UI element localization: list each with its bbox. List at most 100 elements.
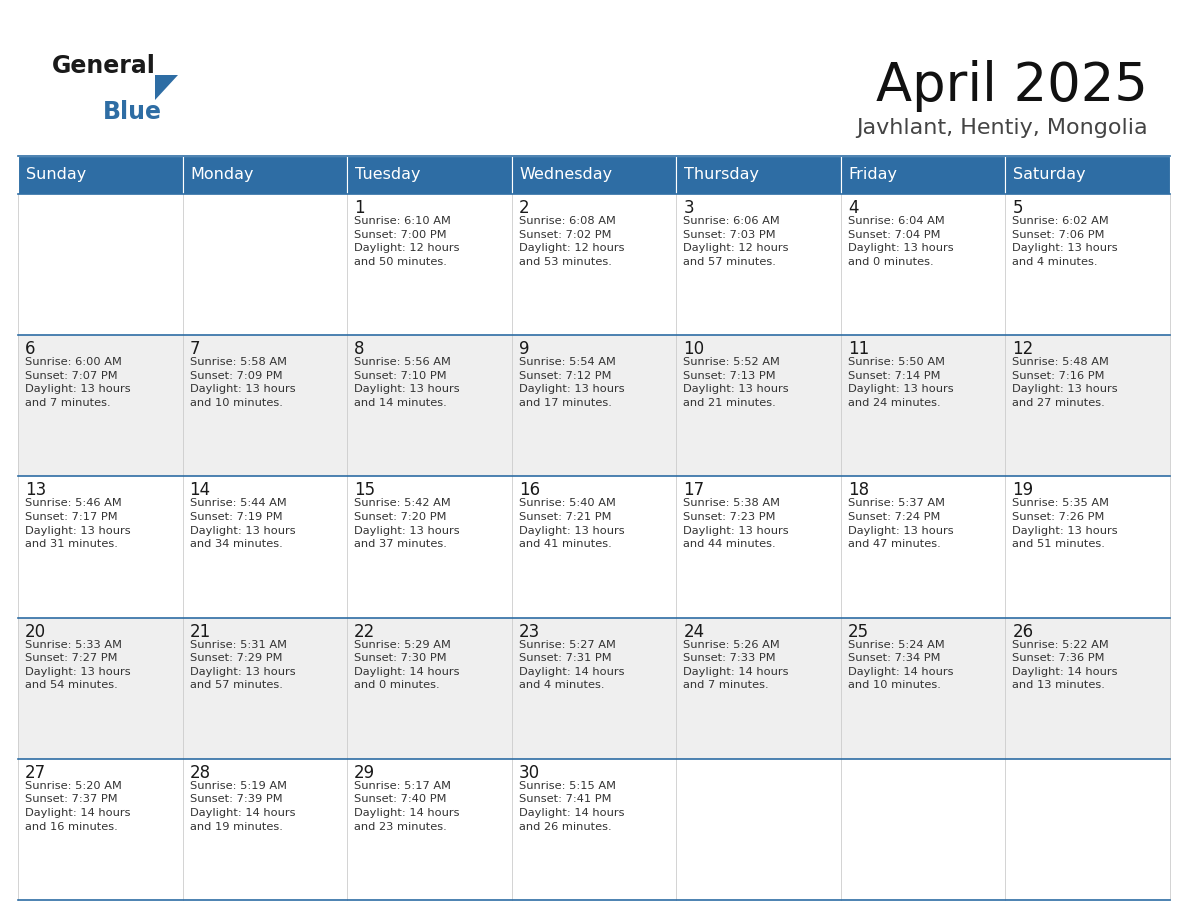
Text: Sunrise: 5:50 AM
Sunset: 7:14 PM
Daylight: 13 hours
and 24 minutes.: Sunrise: 5:50 AM Sunset: 7:14 PM Dayligh… [848,357,954,408]
Text: Wednesday: Wednesday [519,167,613,183]
Text: 9: 9 [519,341,529,358]
Text: Sunrise: 6:06 AM
Sunset: 7:03 PM
Daylight: 12 hours
and 57 minutes.: Sunrise: 6:06 AM Sunset: 7:03 PM Dayligh… [683,216,789,267]
Text: 26: 26 [1012,622,1034,641]
Bar [1005,618,1170,759]
Text: Thursday: Thursday [684,167,759,183]
Text: Sunrise: 5:37 AM
Sunset: 7:24 PM
Daylight: 13 hours
and 47 minutes.: Sunrise: 5:37 AM Sunset: 7:24 PM Dayligh… [848,498,954,549]
Text: Sunrise: 6:02 AM
Sunset: 7:06 PM
Daylight: 13 hours
and 4 minutes.: Sunrise: 6:02 AM Sunset: 7:06 PM Dayligh… [1012,216,1118,267]
Text: 22: 22 [354,622,375,641]
Text: Sunrise: 5:54 AM
Sunset: 7:12 PM
Daylight: 13 hours
and 17 minutes.: Sunrise: 5:54 AM Sunset: 7:12 PM Dayligh… [519,357,625,408]
Bar [18,156,183,194]
Text: 5: 5 [1012,199,1023,217]
Bar [841,759,1005,900]
Text: Sunrise: 5:58 AM
Sunset: 7:09 PM
Daylight: 13 hours
and 10 minutes.: Sunrise: 5:58 AM Sunset: 7:09 PM Dayligh… [190,357,295,408]
Bar [183,194,347,335]
Bar [676,476,841,618]
Bar [18,476,183,618]
Bar [1005,194,1170,335]
Text: Sunrise: 5:35 AM
Sunset: 7:26 PM
Daylight: 13 hours
and 51 minutes.: Sunrise: 5:35 AM Sunset: 7:26 PM Dayligh… [1012,498,1118,549]
Text: Sunrise: 5:19 AM
Sunset: 7:39 PM
Daylight: 14 hours
and 19 minutes.: Sunrise: 5:19 AM Sunset: 7:39 PM Dayligh… [190,781,295,832]
Bar [676,759,841,900]
Bar [18,759,183,900]
Text: 15: 15 [354,481,375,499]
Text: 17: 17 [683,481,704,499]
Text: 10: 10 [683,341,704,358]
Bar [512,476,676,618]
Text: Sunrise: 5:38 AM
Sunset: 7:23 PM
Daylight: 13 hours
and 44 minutes.: Sunrise: 5:38 AM Sunset: 7:23 PM Dayligh… [683,498,789,549]
Bar [183,476,347,618]
Polygon shape [154,75,178,100]
Bar [841,476,1005,618]
Bar [347,194,512,335]
Bar [183,156,347,194]
Text: Sunrise: 5:52 AM
Sunset: 7:13 PM
Daylight: 13 hours
and 21 minutes.: Sunrise: 5:52 AM Sunset: 7:13 PM Dayligh… [683,357,789,408]
Text: Sunrise: 5:24 AM
Sunset: 7:34 PM
Daylight: 14 hours
and 10 minutes.: Sunrise: 5:24 AM Sunset: 7:34 PM Dayligh… [848,640,953,690]
Bar [676,194,841,335]
Text: Sunrise: 5:40 AM
Sunset: 7:21 PM
Daylight: 13 hours
and 41 minutes.: Sunrise: 5:40 AM Sunset: 7:21 PM Dayligh… [519,498,625,549]
Text: 21: 21 [190,622,210,641]
Text: Sunrise: 6:08 AM
Sunset: 7:02 PM
Daylight: 12 hours
and 53 minutes.: Sunrise: 6:08 AM Sunset: 7:02 PM Dayligh… [519,216,624,267]
Text: 20: 20 [25,622,46,641]
Text: 28: 28 [190,764,210,782]
Bar [347,759,512,900]
Text: Sunrise: 5:17 AM
Sunset: 7:40 PM
Daylight: 14 hours
and 23 minutes.: Sunrise: 5:17 AM Sunset: 7:40 PM Dayligh… [354,781,460,832]
Bar [676,156,841,194]
Text: Sunrise: 5:22 AM
Sunset: 7:36 PM
Daylight: 14 hours
and 13 minutes.: Sunrise: 5:22 AM Sunset: 7:36 PM Dayligh… [1012,640,1118,690]
Text: Sunrise: 6:00 AM
Sunset: 7:07 PM
Daylight: 13 hours
and 7 minutes.: Sunrise: 6:00 AM Sunset: 7:07 PM Dayligh… [25,357,131,408]
Text: 24: 24 [683,622,704,641]
Text: 7: 7 [190,341,200,358]
Text: Sunrise: 5:26 AM
Sunset: 7:33 PM
Daylight: 14 hours
and 7 minutes.: Sunrise: 5:26 AM Sunset: 7:33 PM Dayligh… [683,640,789,690]
Text: Sunrise: 5:20 AM
Sunset: 7:37 PM
Daylight: 14 hours
and 16 minutes.: Sunrise: 5:20 AM Sunset: 7:37 PM Dayligh… [25,781,131,832]
Text: Sunrise: 6:10 AM
Sunset: 7:00 PM
Daylight: 12 hours
and 50 minutes.: Sunrise: 6:10 AM Sunset: 7:00 PM Dayligh… [354,216,460,267]
Text: 12: 12 [1012,341,1034,358]
Text: 4: 4 [848,199,859,217]
Bar [676,335,841,476]
Text: 18: 18 [848,481,868,499]
Text: 16: 16 [519,481,539,499]
Text: Monday: Monday [190,167,254,183]
Bar [512,156,676,194]
Bar [347,335,512,476]
Bar [183,335,347,476]
Text: 30: 30 [519,764,539,782]
Text: Saturday: Saturday [1013,167,1086,183]
Text: Sunrise: 6:04 AM
Sunset: 7:04 PM
Daylight: 13 hours
and 0 minutes.: Sunrise: 6:04 AM Sunset: 7:04 PM Dayligh… [848,216,954,267]
Text: Sunrise: 5:15 AM
Sunset: 7:41 PM
Daylight: 14 hours
and 26 minutes.: Sunrise: 5:15 AM Sunset: 7:41 PM Dayligh… [519,781,624,832]
Text: 25: 25 [848,622,868,641]
Text: Sunrise: 5:48 AM
Sunset: 7:16 PM
Daylight: 13 hours
and 27 minutes.: Sunrise: 5:48 AM Sunset: 7:16 PM Dayligh… [1012,357,1118,408]
Text: 29: 29 [354,764,375,782]
Bar [347,156,512,194]
Text: Sunday: Sunday [26,167,87,183]
Bar [841,618,1005,759]
Text: Sunrise: 5:31 AM
Sunset: 7:29 PM
Daylight: 13 hours
and 57 minutes.: Sunrise: 5:31 AM Sunset: 7:29 PM Dayligh… [190,640,295,690]
Text: Sunrise: 5:33 AM
Sunset: 7:27 PM
Daylight: 13 hours
and 54 minutes.: Sunrise: 5:33 AM Sunset: 7:27 PM Dayligh… [25,640,131,690]
Text: Friday: Friday [849,167,898,183]
Bar [347,476,512,618]
Text: April 2025: April 2025 [876,60,1148,112]
Bar [512,194,676,335]
Bar [841,335,1005,476]
Text: 14: 14 [190,481,210,499]
Text: 19: 19 [1012,481,1034,499]
Text: 6: 6 [25,341,36,358]
Text: 1: 1 [354,199,365,217]
Text: 2: 2 [519,199,530,217]
Text: Sunrise: 5:46 AM
Sunset: 7:17 PM
Daylight: 13 hours
and 31 minutes.: Sunrise: 5:46 AM Sunset: 7:17 PM Dayligh… [25,498,131,549]
Text: Sunrise: 5:29 AM
Sunset: 7:30 PM
Daylight: 14 hours
and 0 minutes.: Sunrise: 5:29 AM Sunset: 7:30 PM Dayligh… [354,640,460,690]
Bar [841,156,1005,194]
Bar [183,759,347,900]
Text: General: General [52,54,156,78]
Bar [512,759,676,900]
Text: Tuesday: Tuesday [355,167,421,183]
Text: Blue: Blue [103,100,162,124]
Bar [841,194,1005,335]
Bar [676,618,841,759]
Text: 23: 23 [519,622,541,641]
Text: Sunrise: 5:44 AM
Sunset: 7:19 PM
Daylight: 13 hours
and 34 minutes.: Sunrise: 5:44 AM Sunset: 7:19 PM Dayligh… [190,498,295,549]
Text: Sunrise: 5:56 AM
Sunset: 7:10 PM
Daylight: 13 hours
and 14 minutes.: Sunrise: 5:56 AM Sunset: 7:10 PM Dayligh… [354,357,460,408]
Text: 13: 13 [25,481,46,499]
Bar [512,335,676,476]
Bar [1005,476,1170,618]
Bar [1005,335,1170,476]
Bar [1005,759,1170,900]
